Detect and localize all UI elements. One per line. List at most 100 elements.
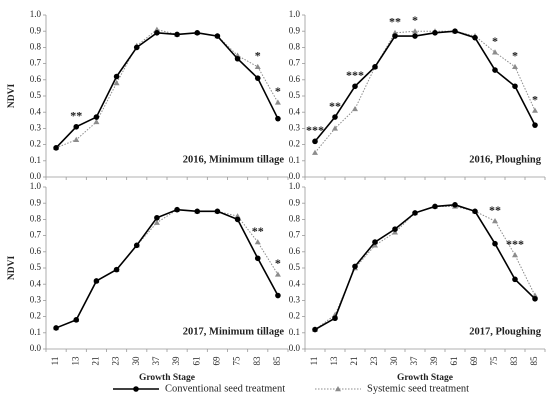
y-tick-label: 0.0 xyxy=(30,343,42,353)
x-tick-label: 23 xyxy=(369,356,379,366)
point xyxy=(392,226,398,232)
point xyxy=(412,33,418,39)
point xyxy=(153,219,160,225)
legend-label: Systemic seed treatment xyxy=(367,383,469,394)
x-tick-label: 61 xyxy=(449,357,459,366)
y-tick-label: 0.3 xyxy=(30,122,42,132)
y-tick-label: 0.7 xyxy=(289,230,301,240)
y-tick-label: 0.1 xyxy=(30,327,41,337)
significance: ** xyxy=(389,15,401,29)
significance: ** xyxy=(252,224,264,238)
y-axis-title: NDVI xyxy=(7,84,17,109)
point xyxy=(512,83,518,90)
point xyxy=(432,203,438,210)
panel-label: 2017, Minimum tillage xyxy=(183,326,285,337)
point xyxy=(392,33,398,39)
point xyxy=(194,208,201,215)
point xyxy=(113,80,120,86)
significance: * xyxy=(512,49,518,63)
point xyxy=(113,73,120,80)
point xyxy=(254,75,261,81)
significance: * xyxy=(255,49,261,63)
point xyxy=(73,136,80,142)
point xyxy=(352,263,358,270)
x-tick-label: 11 xyxy=(309,357,319,366)
significance: *** xyxy=(306,123,324,137)
y-tick-label: 0.7 xyxy=(30,58,42,68)
y-tick-label: 0.5 xyxy=(289,90,301,100)
point xyxy=(53,325,59,331)
y-tick-label: 1.0 xyxy=(289,181,301,191)
x-axis-title: Growth Stage xyxy=(397,373,453,383)
significance: * xyxy=(275,256,281,270)
point xyxy=(73,317,80,323)
series-line xyxy=(314,30,536,154)
point xyxy=(372,242,378,248)
x-tick-label: 13 xyxy=(329,356,339,366)
y-tick-label: 0.4 xyxy=(289,106,301,116)
point xyxy=(93,114,100,120)
point xyxy=(432,30,438,36)
y-axis-title: NDVI xyxy=(7,256,17,281)
significance: * xyxy=(412,13,418,27)
y-tick-label: 0.1 xyxy=(289,327,300,337)
point xyxy=(174,31,180,38)
y-tick-label: 0.3 xyxy=(289,122,301,132)
point xyxy=(532,295,538,302)
y-tick-label: 0.1 xyxy=(30,155,41,165)
point xyxy=(133,242,140,249)
point xyxy=(512,276,518,283)
point xyxy=(512,252,518,258)
x-tick-label: 37 xyxy=(151,356,161,366)
y-tick-label: 0.2 xyxy=(289,311,300,321)
y-tick-label: 0.6 xyxy=(30,246,42,256)
y-tick-label: 0.8 xyxy=(30,213,42,223)
point xyxy=(154,214,160,221)
point xyxy=(73,123,80,130)
point xyxy=(412,210,418,216)
y-tick-label: 0.2 xyxy=(30,139,41,149)
y-tick-label: 1.0 xyxy=(30,181,42,191)
point xyxy=(472,208,478,215)
y-tick-label: 0.9 xyxy=(30,25,42,35)
y-tick-label: 0.4 xyxy=(30,106,42,116)
y-tick-label: 0.5 xyxy=(30,262,42,272)
point xyxy=(312,326,318,333)
y-tick-label: 1.0 xyxy=(289,9,301,19)
point xyxy=(133,44,140,51)
point xyxy=(532,122,538,128)
point xyxy=(254,239,261,245)
point xyxy=(492,218,498,224)
y-tick-label: 0.9 xyxy=(289,25,301,35)
series-line xyxy=(55,29,279,149)
series-line xyxy=(55,31,279,149)
x-tick-label: 23 xyxy=(111,356,121,366)
y-tick-label: 0.0 xyxy=(289,343,301,353)
significance: * xyxy=(275,84,281,98)
panel-label: 2017, Ploughing xyxy=(469,326,542,337)
y-tick-label: 0.4 xyxy=(289,278,301,288)
point xyxy=(53,145,59,151)
y-tick-label: 0.2 xyxy=(30,311,41,321)
y-tick-label: 0.0 xyxy=(30,171,42,181)
significance: ** xyxy=(329,99,341,113)
significance: * xyxy=(532,92,538,106)
point xyxy=(312,138,318,145)
x-tick-label: 30 xyxy=(131,356,141,366)
y-tick-label: 0.2 xyxy=(289,139,300,149)
y-tick-label: 0.3 xyxy=(289,294,301,304)
panel-label: 2016, Minimum tillage xyxy=(183,154,285,165)
y-tick-label: 0.7 xyxy=(30,230,42,240)
point xyxy=(492,240,498,247)
point xyxy=(332,315,338,322)
point xyxy=(412,28,418,34)
x-tick-label: 75 xyxy=(232,356,242,366)
x-tick-label: 37 xyxy=(409,356,419,366)
point xyxy=(214,33,221,39)
y-tick-label: 0.1 xyxy=(289,155,300,165)
y-tick-label: 0.9 xyxy=(30,197,42,207)
x-tick-label: 75 xyxy=(489,356,499,366)
significance: *** xyxy=(346,68,364,82)
point xyxy=(492,49,498,55)
x-tick-label: 83 xyxy=(252,356,262,366)
